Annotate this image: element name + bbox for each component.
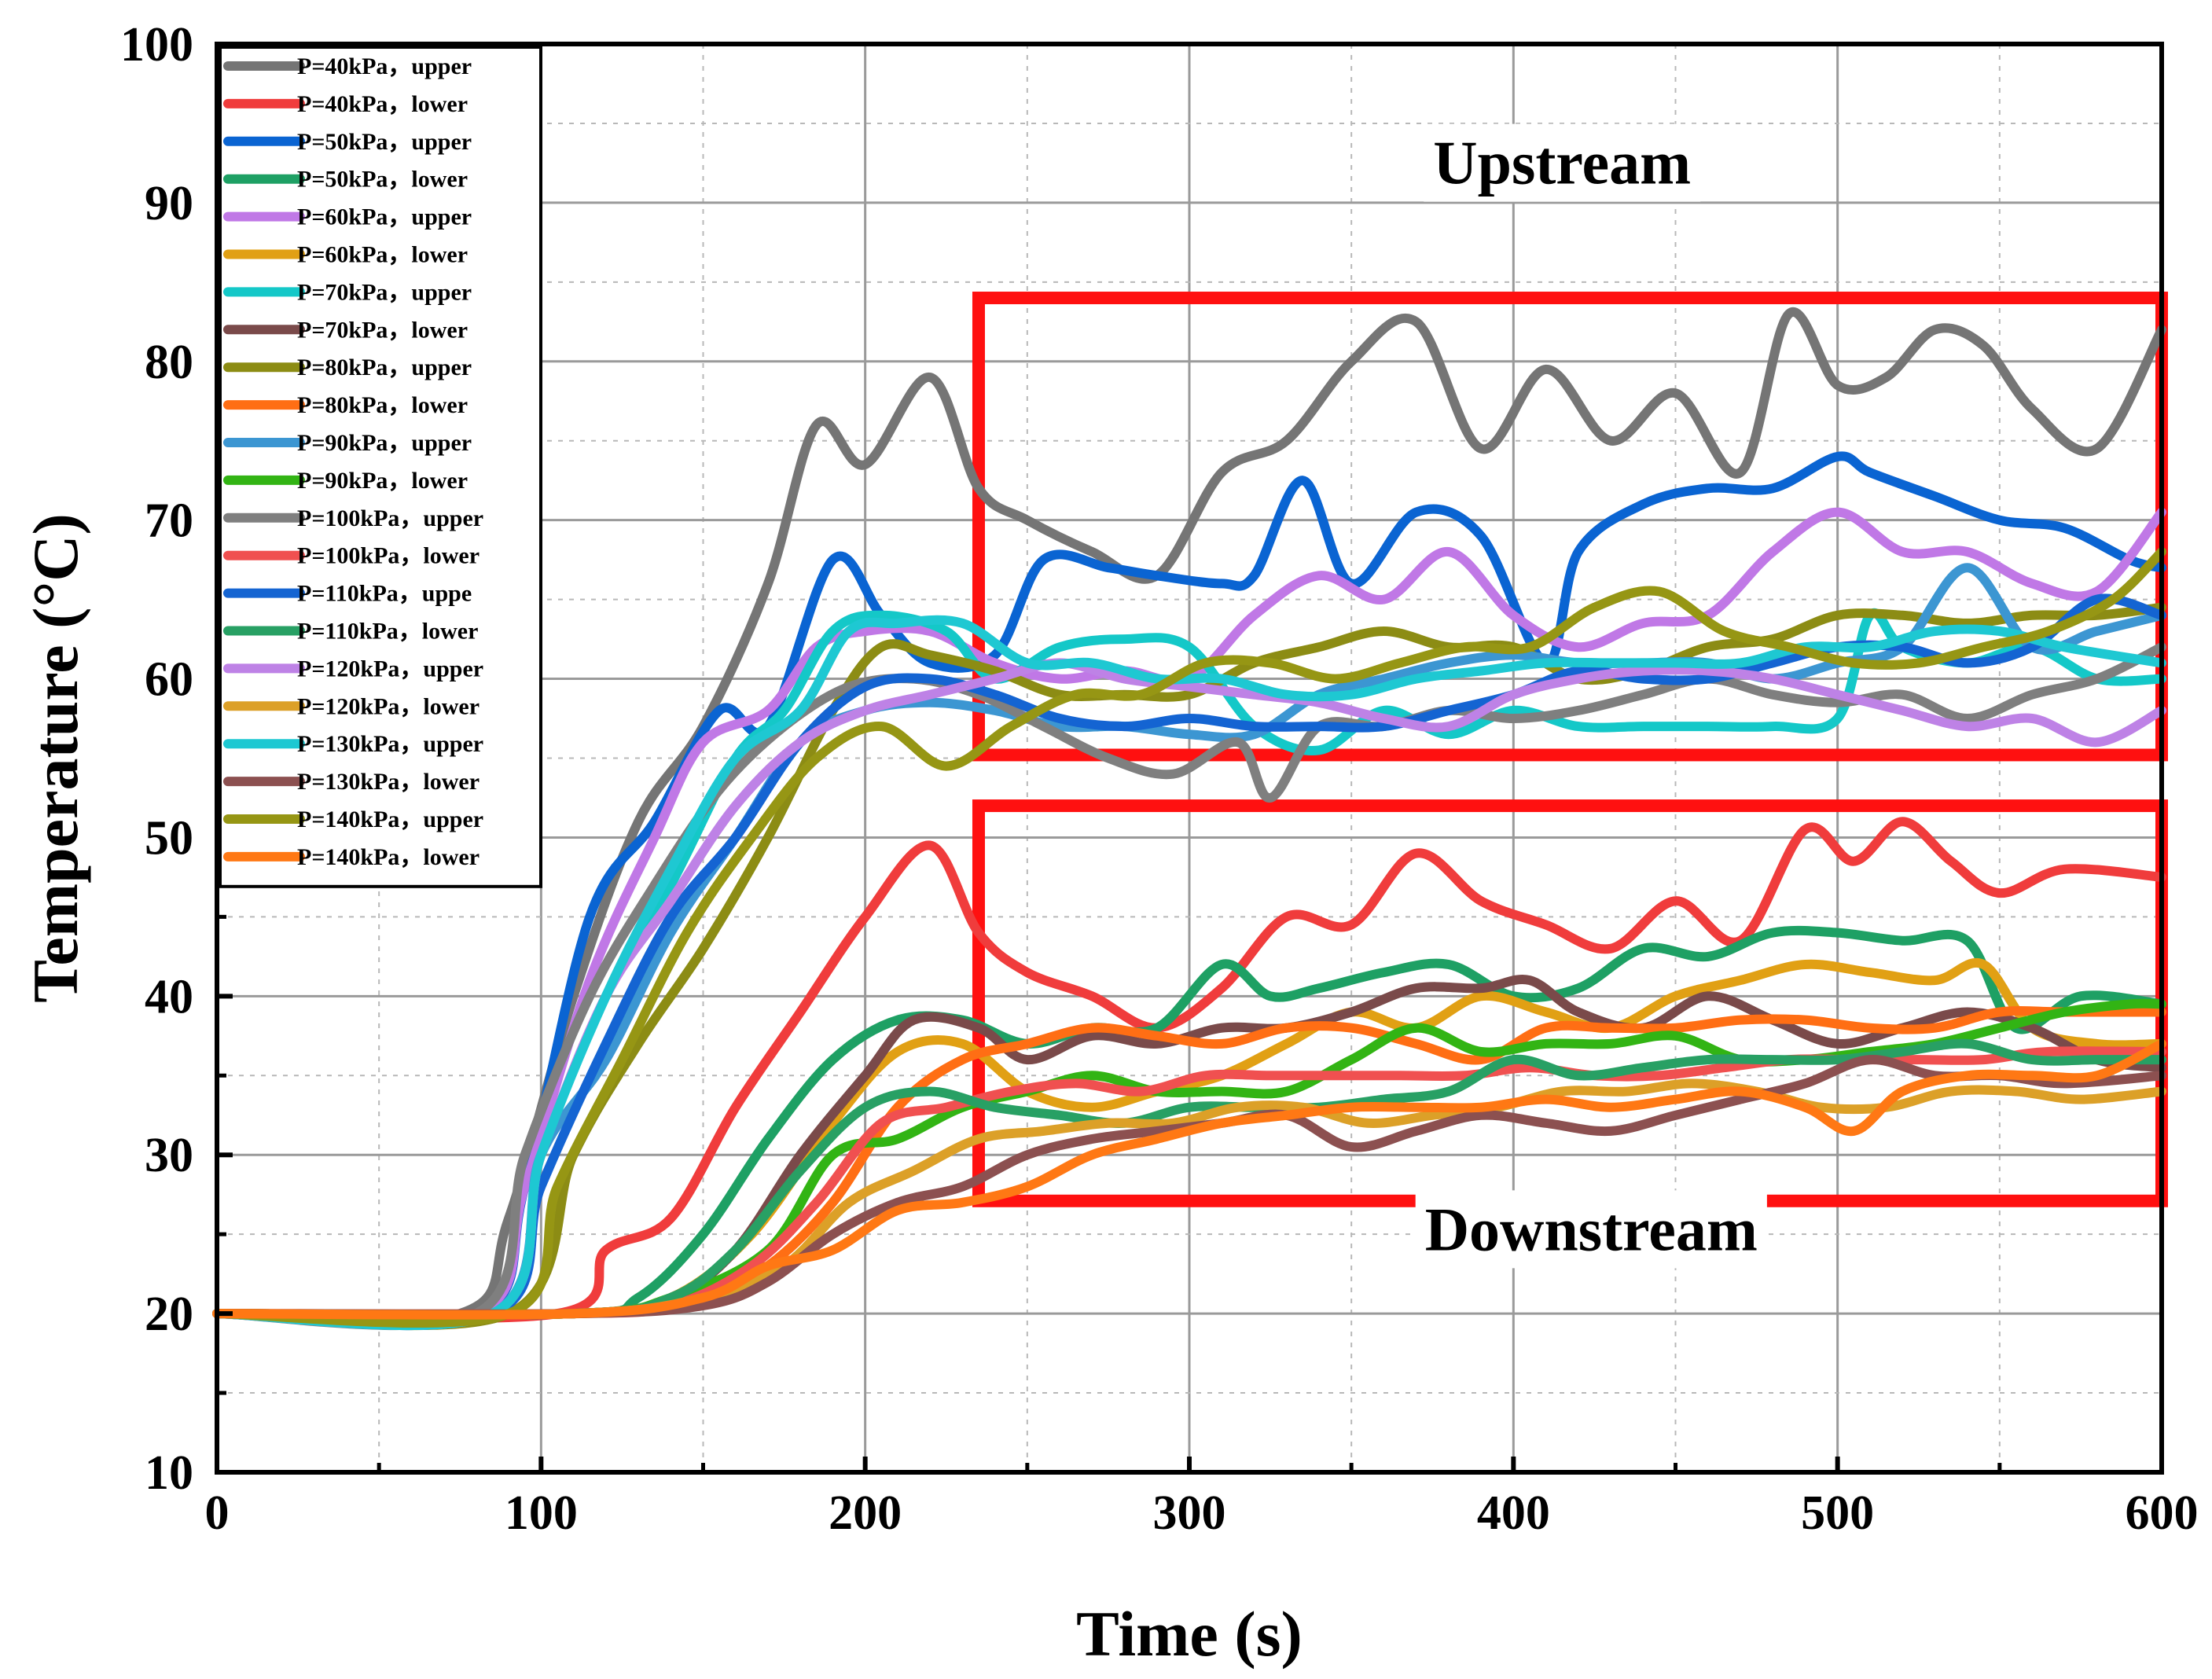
legend-label-9: P=80kPa，lower — [297, 392, 468, 418]
legend-label-7: P=70kPa，lower — [297, 317, 468, 343]
legend-label-17: P=120kPa，lower — [297, 693, 480, 719]
region-label-background — [1424, 123, 1701, 202]
legend-label-5: P=60kPa，lower — [297, 242, 468, 268]
region-annotations: Upstream Downstream — [1415, 123, 1767, 1269]
y-tick-label: 10 — [145, 1446, 193, 1500]
legend-label-3: P=50kPa，lower — [297, 167, 468, 193]
x-tick-label: 600 — [2126, 1486, 2199, 1540]
tick-labels: 0 100 200 300 400 500 600 10 20 30 40 50 60 70 80 90 100 — [120, 18, 2199, 1540]
y-tick-label: 80 — [145, 336, 193, 389]
y-tick-label: 70 — [145, 494, 193, 548]
series-lines — [212, 307, 2166, 1331]
x-tick-label: 200 — [829, 1486, 902, 1540]
x-tick-label: 400 — [1477, 1486, 1550, 1540]
x-tick-label: 300 — [1153, 1486, 1226, 1540]
y-tick-label: 40 — [145, 970, 193, 1023]
series-line-12 — [212, 642, 2166, 1331]
legend-label-20: P=140kPa，upper — [297, 806, 483, 832]
y-tick-label: 100 — [120, 18, 193, 72]
series-line-3 — [212, 925, 2166, 1320]
series-line-21 — [212, 1038, 2166, 1320]
legend-label-10: P=90kPa，upper — [297, 430, 472, 456]
region-label-0: Upstream — [1433, 129, 1691, 197]
x-tick-label: 500 — [1801, 1486, 1874, 1540]
highlight-boxes — [972, 292, 2168, 1207]
legend-label-13: P=100kPa，lower — [297, 543, 480, 569]
region-label-1: Downstream — [1425, 1195, 1758, 1263]
series-line-10 — [212, 563, 2166, 1331]
legend-label-4: P=60kPa，upper — [297, 204, 472, 230]
legend-label-14: P=110kPa，uppe — [297, 581, 472, 607]
legend-label-16: P=120kPa，upper — [297, 656, 483, 682]
y-tick-label: 30 — [145, 1129, 193, 1182]
y-tick-label: 60 — [145, 653, 193, 707]
legend-label-11: P=90kPa，lower — [297, 468, 468, 494]
legend-label-2: P=50kPa，upper — [297, 129, 472, 155]
series-line-2 — [212, 451, 2166, 1328]
y-tick-label: 90 — [145, 177, 193, 230]
legend-label-0: P=40kPa，upper — [297, 53, 472, 79]
x-axis-title: Time (s) — [1076, 1598, 1303, 1670]
series-line-0 — [212, 307, 2166, 1326]
series-line-1 — [212, 817, 2166, 1324]
x-tick-label: 100 — [505, 1486, 578, 1540]
legend-label-21: P=140kPa，lower — [297, 844, 480, 870]
y-axis-title: Temperature (°C) — [20, 513, 91, 1003]
legend-label-12: P=100kPa，upper — [297, 505, 483, 531]
legend-label-8: P=80kPa，upper — [297, 355, 472, 380]
legend-label-18: P=130kPa，upper — [297, 731, 483, 757]
legend-label-1: P=40kPa，lower — [297, 91, 468, 117]
region-label-background — [1415, 1190, 1767, 1269]
legend: P=40kPa，upper P=40kPa，lower P=50kPa，upper P… — [219, 46, 542, 888]
series-line-19 — [212, 1055, 2166, 1319]
legend-label-15: P=110kPa，lower — [297, 619, 478, 645]
series-line-20 — [212, 547, 2166, 1328]
legend-label-19: P=130kPa，lower — [297, 769, 480, 795]
x-tick-label: 0 — [205, 1486, 230, 1540]
legend-label-6: P=70kPa，upper — [297, 279, 472, 305]
y-tick-label: 20 — [145, 1288, 193, 1341]
y-tick-label: 50 — [145, 811, 193, 865]
series-line-4 — [212, 507, 2166, 1328]
